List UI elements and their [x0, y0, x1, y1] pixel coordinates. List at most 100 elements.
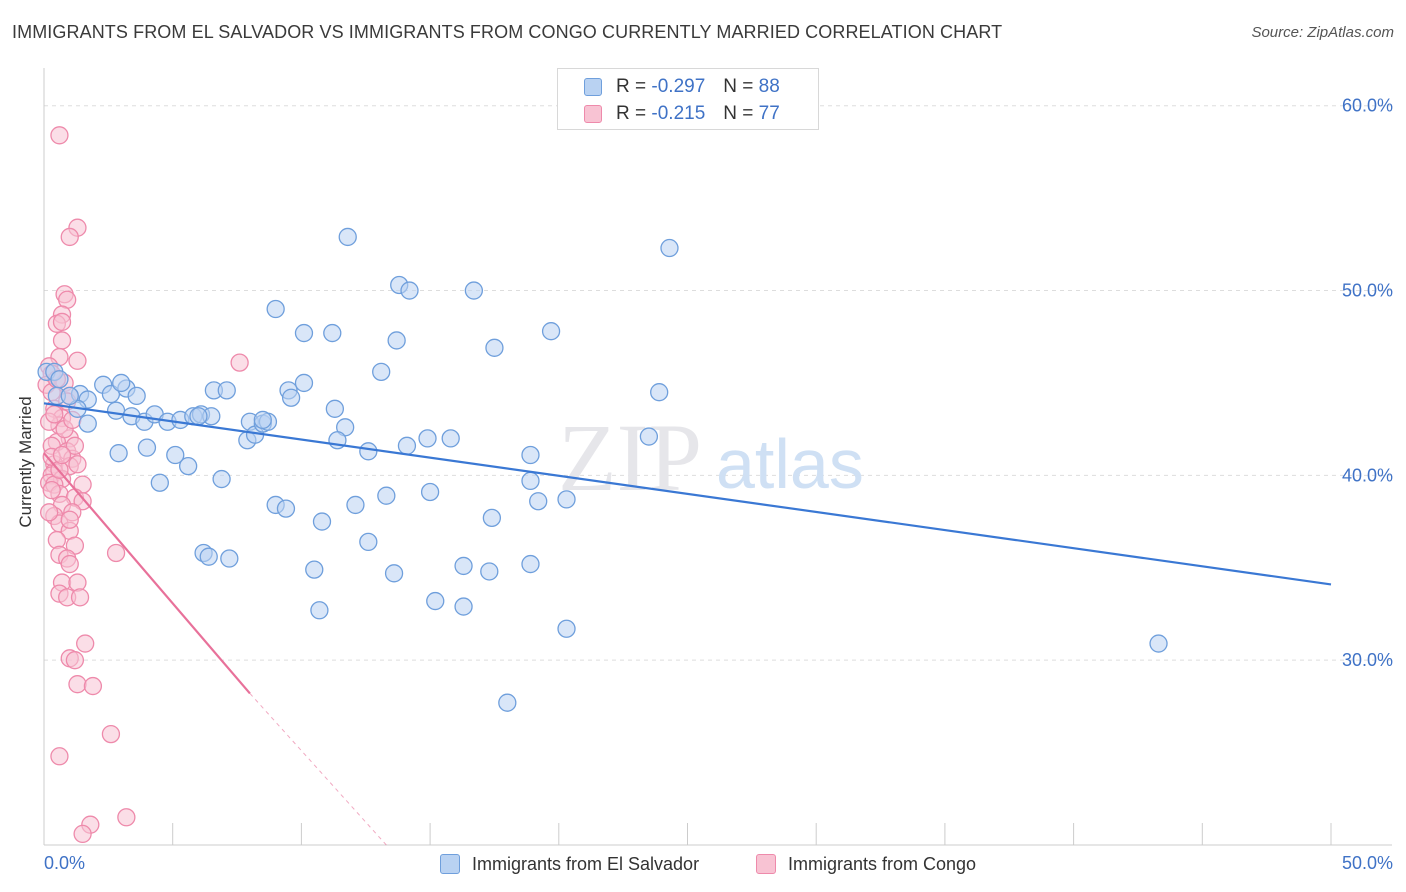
el-salvador-point: [305, 560, 324, 579]
congo-point: [117, 808, 136, 827]
el-salvador-point: [397, 436, 417, 455]
el-salvador-point: [281, 388, 301, 407]
congo-point: [60, 554, 79, 574]
el-salvador-point: [266, 299, 285, 319]
el-salvador-point: [418, 429, 437, 448]
el-salvador-point: [420, 482, 440, 502]
congo-point: [52, 312, 72, 332]
el-salvador-point: [372, 362, 391, 382]
congo-trendline-extension: [249, 693, 387, 846]
congo-point: [60, 227, 79, 247]
el-salvador-point: [253, 410, 272, 430]
el-salvador-point: [323, 323, 342, 343]
y-tick-label: 30.0%: [1342, 650, 1393, 670]
el-salvador-point: [521, 471, 540, 491]
x-tick-label: 50.0%: [1342, 853, 1393, 873]
el-salvador-point: [109, 444, 128, 463]
r-value: -0.215: [651, 103, 706, 124]
el-salvador-point: [498, 693, 517, 712]
el-salvador-point: [294, 323, 314, 343]
el-salvador-point: [78, 414, 97, 433]
legend-item-congo[interactable]: Immigrants from Congo: [756, 852, 976, 876]
el-salvador-point: [650, 383, 669, 402]
r-label: R =: [616, 76, 647, 97]
el-salvador-point: [660, 238, 679, 258]
el-salvador-point: [387, 331, 406, 350]
el-salvador-point: [178, 456, 198, 476]
grid-layer: [44, 105, 1392, 661]
el-salvador-point: [189, 407, 208, 426]
el-salvador-point: [220, 549, 239, 568]
el-salvador-point: [454, 556, 473, 576]
el-salvador-point: [276, 499, 296, 518]
el-salvador-point: [199, 547, 218, 566]
trend-layer: [43, 402, 1332, 846]
el-salvador-point: [482, 508, 502, 528]
el-salvador-point: [485, 338, 504, 357]
el-salvador-point: [137, 438, 157, 457]
legend-swatch-pink: [756, 854, 776, 874]
el-salvador-trendline: [43, 402, 1332, 586]
congo-point: [68, 351, 87, 370]
el-salvador-point: [400, 281, 419, 300]
y-tick-label: 50.0%: [1342, 281, 1393, 301]
el-salvador-point: [521, 445, 540, 465]
el-salvador-point: [464, 281, 484, 300]
el-salvador-point: [312, 512, 332, 531]
correlation-legend: R = -0.297 N = 88 R = -0.215 N = 77: [557, 68, 819, 130]
el-salvador-point: [338, 227, 357, 247]
legend-item-el-salvador[interactable]: Immigrants from El Salvador: [440, 852, 699, 876]
y-tick-label: 60.0%: [1342, 96, 1393, 116]
el-salvador-point: [1149, 634, 1168, 653]
el-salvador-point: [384, 564, 404, 583]
el-salvador-point: [359, 532, 378, 552]
source-credit: Source: ZipAtlas.com: [1251, 24, 1394, 41]
el-salvador-point: [454, 597, 473, 616]
el-salvador-point: [480, 562, 499, 581]
points-layer: [37, 126, 1168, 844]
watermark-zip: ZIP: [558, 404, 702, 511]
el-salvador-point: [150, 473, 169, 492]
congo-point: [52, 331, 72, 350]
n-label: N =: [723, 76, 754, 97]
el-salvador-point: [50, 370, 69, 389]
congo-point: [42, 480, 61, 500]
congo-point: [50, 126, 69, 145]
el-salvador-point: [359, 442, 378, 461]
tick-labels: 30.0% 40.0% 50.0% 60.0% 0.0% 50.0%: [44, 96, 1393, 873]
congo-trendline: [43, 452, 251, 695]
el-salvador-point: [557, 490, 576, 509]
congo-point: [68, 455, 87, 474]
congo-point: [65, 436, 85, 455]
n-value: 88: [758, 76, 780, 97]
congo-point: [230, 353, 249, 372]
chart-title: IMMIGRANTS FROM EL SALVADOR VS IMMIGRANT…: [12, 22, 1003, 42]
el-salvador-point: [639, 427, 659, 446]
el-salvador-point: [529, 492, 548, 511]
congo-point: [65, 651, 85, 670]
el-salvador-point: [60, 386, 79, 406]
r-value: -0.297: [651, 76, 706, 97]
el-salvador-point: [217, 381, 236, 400]
el-salvador-point: [310, 601, 329, 620]
legend-swatch-blue: [584, 78, 602, 96]
congo-point: [50, 747, 69, 766]
el-salvador-point: [426, 591, 445, 611]
el-salvador-point: [377, 486, 396, 505]
el-salvador-point: [325, 399, 345, 418]
congo-point: [76, 634, 95, 653]
legend-row-el-salvador: R = -0.297 N = 88: [584, 75, 780, 99]
congo-point: [83, 676, 103, 696]
legend-swatch-blue: [440, 854, 460, 874]
el-salvador-point: [521, 554, 540, 574]
el-salvador-point: [441, 429, 460, 448]
el-salvador-point: [346, 495, 365, 515]
el-salvador-point: [127, 386, 146, 406]
el-salvador-point: [212, 469, 231, 489]
el-salvador-point: [112, 373, 131, 393]
el-salvador-point: [541, 322, 561, 341]
legend-row-congo: R = -0.215 N = 77: [584, 102, 780, 126]
congo-point: [70, 588, 90, 607]
el-salvador-point: [557, 619, 576, 638]
